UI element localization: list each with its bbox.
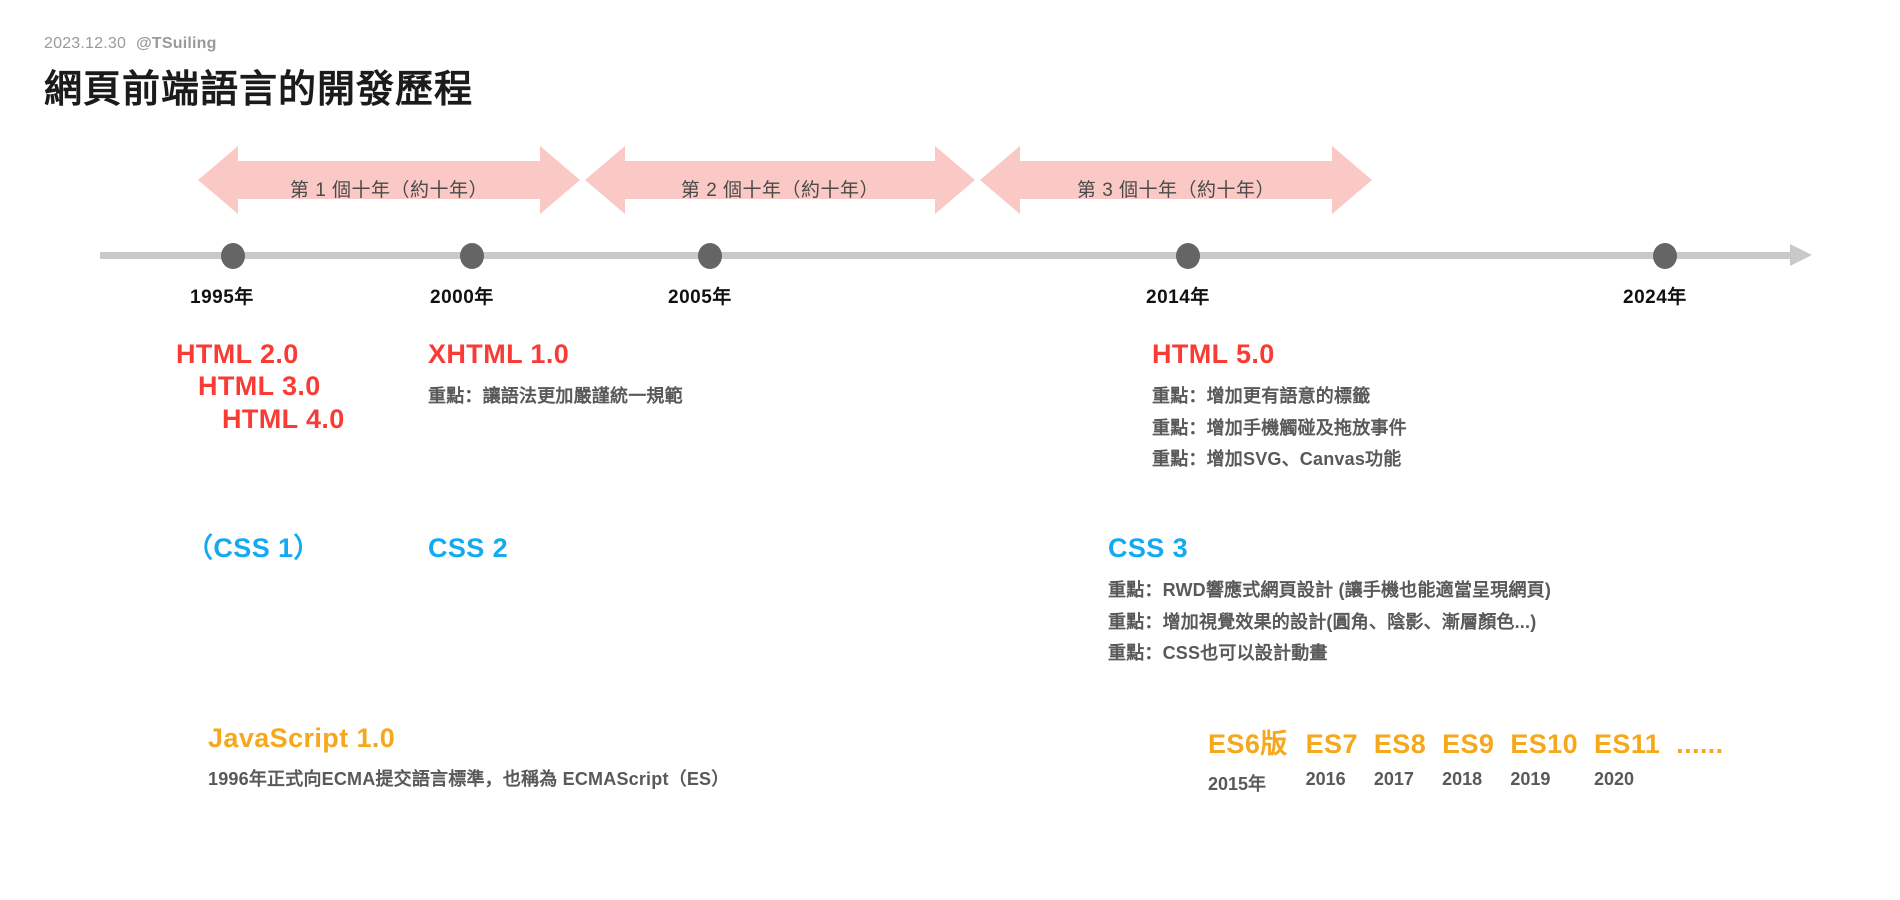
byline-handle: @TSuiling	[136, 35, 217, 52]
ecmascript-release-name: ......	[1676, 729, 1724, 759]
block-css1: （CSS 1）	[186, 532, 321, 564]
timeline-milestone-dot[interactable]	[1176, 243, 1200, 269]
byline-date: 2023.12.30	[44, 35, 127, 52]
css3-title: CSS 3	[1108, 533, 1189, 563]
byline: 2023.12.30 @TSuiling	[44, 35, 217, 53]
ecmascript-release-year: 2015年	[1208, 774, 1267, 794]
ecmascript-release-year: 2019	[1510, 769, 1551, 789]
decade-band-label: 第 2 個十年（約十年）	[680, 180, 880, 201]
ecmascript-release: ES8 2017	[1374, 729, 1426, 790]
timeline-axis-line	[100, 252, 1800, 259]
decade-band-label: 第 3 個十年（約十年）	[1076, 180, 1276, 201]
block-css2: CSS 2	[428, 532, 508, 564]
ecmascript-release: ES7 2016	[1306, 729, 1358, 790]
timeline-milestone-dot[interactable]	[1653, 243, 1677, 269]
html-version-label: HTML 2.0	[176, 339, 299, 369]
html-version-label: HTML 3.0	[198, 371, 321, 402]
decade-band-label: 第 1 個十年（約十年）	[289, 180, 489, 201]
xhtml-title: XHTML 1.0	[428, 339, 570, 369]
ecmascript-release-name: ES8	[1373, 729, 1427, 759]
ecmascript-release-name: ES10	[1510, 729, 1578, 759]
html5-title: HTML 5.0	[1152, 339, 1275, 369]
ecmascript-release-name: ES9	[1442, 729, 1495, 759]
javascript-title: JavaScript 1.0	[208, 723, 396, 753]
block-xhtml: XHTML 1.0 重點：讓語法更加嚴謹統一規範	[428, 338, 683, 413]
ecmascript-release-row: ES6版 2015年 ES7 2016 ES8 2017 ES9 2018 ES10 2019 ES…	[1208, 722, 1740, 796]
timeline-year-label: 2000年	[430, 287, 494, 308]
ecmascript-release-year: 2020	[1594, 769, 1635, 789]
block-css3: CSS 3 重點：RWD響應式網頁設計 (讓手機也能適當呈現網頁) 重點：增加視…	[1108, 532, 1551, 670]
css2-title: CSS 2	[428, 533, 509, 563]
block-javascript: JavaScript 1.0 1996年正式向ECMA提交語言標準，也稱為 EC…	[208, 722, 729, 796]
ecmascript-release-year: 2016	[1305, 769, 1346, 789]
ecmascript-release: ES10 2019	[1510, 729, 1578, 790]
html5-notes: 重點：增加更有語意的標籤 重點：增加手機觸碰及拖放事件 重點：增加SVG、Can…	[1152, 381, 1407, 476]
ecmascript-release: ES6版 2015年	[1208, 722, 1288, 796]
ecmascript-release: ES11 2020	[1594, 729, 1660, 790]
timeline-year-label: 2024年	[1623, 287, 1687, 308]
xhtml-note: 重點：讓語法更加嚴謹統一規範	[428, 386, 683, 407]
ecmascript-release-name: ES7	[1305, 729, 1358, 759]
ecmascript-release-year: 2018	[1442, 769, 1483, 789]
css1-title: （CSS 1）	[186, 533, 321, 563]
css3-note: 重點：CSS也可以設計動畫	[1108, 643, 1328, 664]
timeline-year-label: 2005年	[668, 287, 732, 308]
timeline-arrow-icon	[1790, 244, 1812, 266]
block-html5: HTML 5.0 重點：增加更有語意的標籤 重點：增加手機觸碰及拖放事件 重點：…	[1152, 338, 1407, 476]
css3-notes: 重點：RWD響應式網頁設計 (讓手機也能適當呈現網頁) 重點：增加視覺效果的設計…	[1108, 575, 1551, 670]
timeline-year-label: 1995年	[190, 287, 254, 308]
page-title: 網頁前端語言的開發歷程	[44, 69, 474, 111]
css3-note: 重點：RWD響應式網頁設計 (讓手機也能適當呈現網頁)	[1108, 580, 1552, 601]
block-html-early: HTML 2.0 HTML 3.0 HTML 4.0	[176, 338, 345, 435]
timeline-milestone-dot[interactable]	[460, 243, 484, 269]
ecmascript-release-year: 2017	[1373, 769, 1414, 789]
html5-note: 重點：增加SVG、Canvas功能	[1152, 449, 1402, 470]
timeline-year-label: 2014年	[1146, 287, 1210, 308]
timeline-milestone-dot[interactable]	[221, 243, 245, 269]
block-ecmascript: ES6版 2015年 ES7 2016 ES8 2017 ES9 2018 ES10 2019 ES…	[1208, 722, 1740, 796]
timeline-milestone-dot[interactable]	[698, 243, 722, 269]
html5-note: 重點：增加更有語意的標籤	[1152, 386, 1371, 407]
html5-note: 重點：增加手機觸碰及拖放事件	[1152, 417, 1407, 438]
ecmascript-release: ES9 2018	[1442, 729, 1494, 790]
ecmascript-release-name: ES11	[1594, 729, 1661, 759]
ecmascript-release: ......	[1676, 729, 1723, 769]
javascript-note: 1996年正式向ECMA提交語言標準，也稱為 ECMAScript（ES）	[208, 769, 730, 790]
ecmascript-release-name: ES6版	[1208, 729, 1288, 759]
html-version-label: HTML 4.0	[222, 403, 345, 434]
css3-note: 重點：增加視覺效果的設計(圓角、陰影、漸層顏色...)	[1108, 611, 1537, 632]
